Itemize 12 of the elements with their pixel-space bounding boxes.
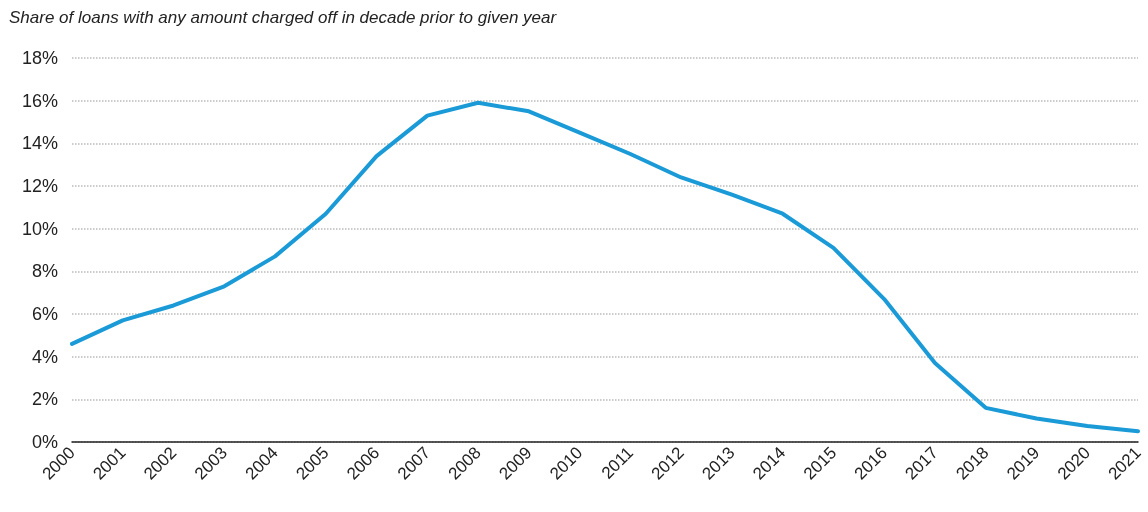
y-tick-label: 2% <box>31 389 58 410</box>
y-tick-label: 14% <box>21 133 58 154</box>
y-tick-label: 12% <box>21 176 58 196</box>
chart-title: Share of loans with any amount charged off in decade prior to given year <box>9 8 558 27</box>
line-series <box>70 100 1140 434</box>
y-tick-label: 0% <box>31 432 58 452</box>
y-tick-label: 10% <box>21 218 58 239</box>
y-tick-label: 8% <box>31 261 58 282</box>
y-tick-label: 18% <box>21 48 58 68</box>
y-tick-label: 4% <box>31 346 58 367</box>
y-tick-label: 16% <box>21 90 58 111</box>
y-tick-label: 6% <box>31 304 58 324</box>
